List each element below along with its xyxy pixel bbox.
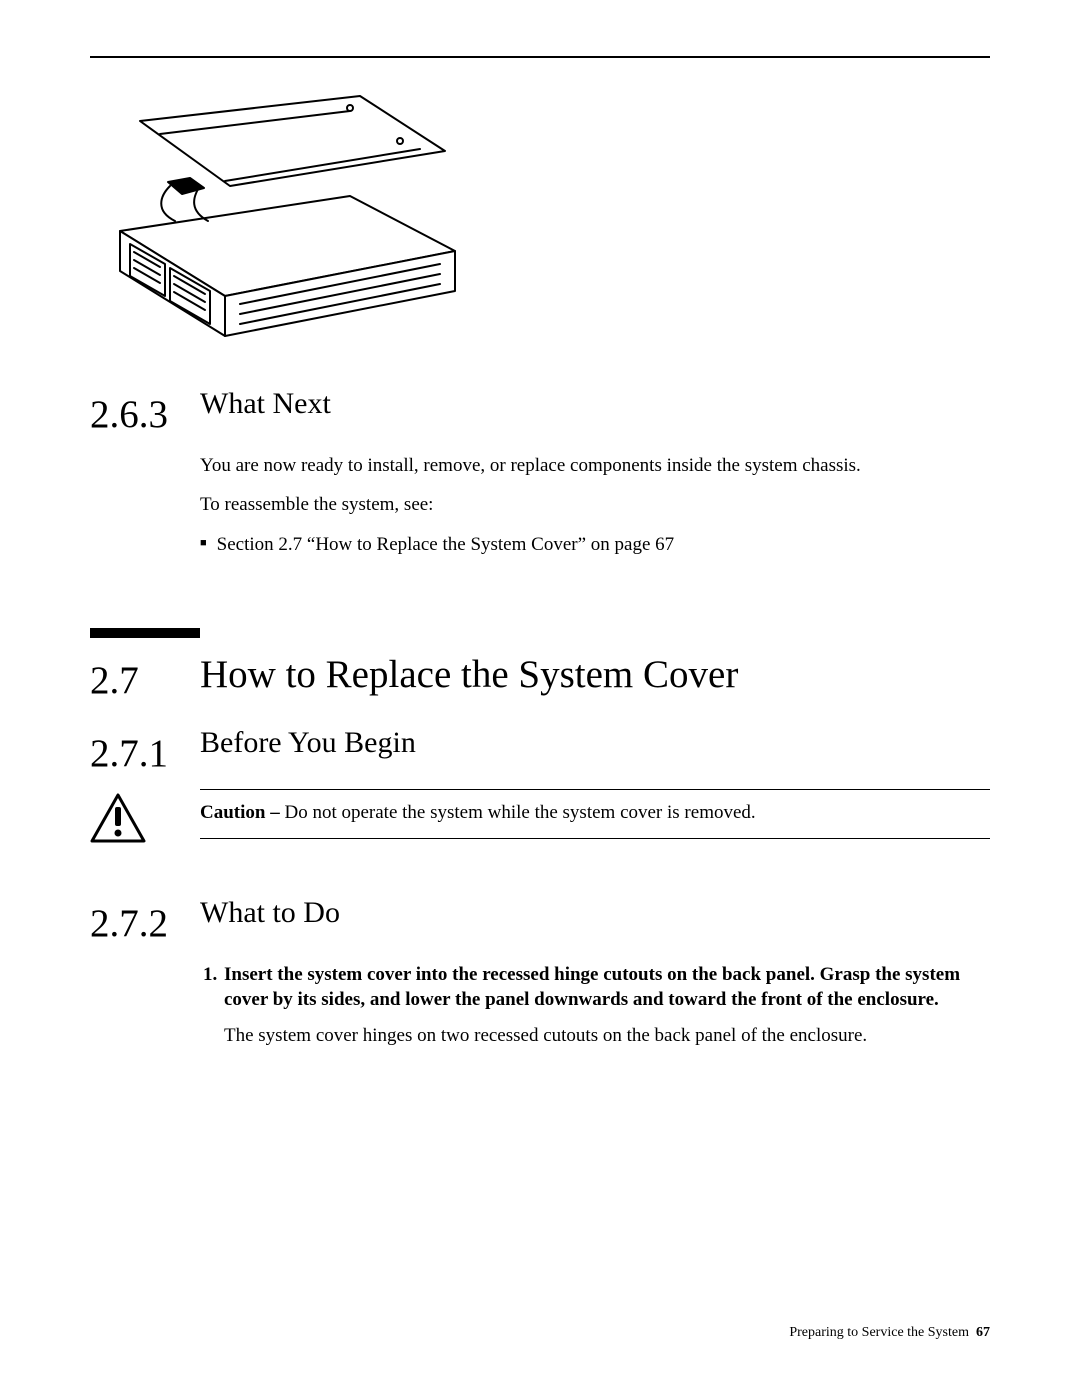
- section-2-6-3: 2.6.3 What Next You are now ready to ins…: [90, 386, 990, 558]
- caution-rule: [200, 838, 990, 839]
- step-item: Insert the system cover into the recesse…: [222, 962, 990, 1049]
- page-footer: Preparing to Service the System 67: [789, 1325, 990, 1341]
- heading-2-6-3: 2.6.3 What Next: [90, 386, 990, 439]
- heading-number: 2.7.1: [90, 725, 200, 778]
- section-2-7-2: 2.7.2 What to Do Insert the system cover…: [90, 895, 990, 1049]
- section-bar: [90, 628, 200, 638]
- document-page: 2.6.3 What Next You are now ready to ins…: [0, 0, 1080, 1397]
- reference-item: Section 2.7 “How to Replace the System C…: [200, 532, 990, 558]
- footer-page-number: 67: [976, 1325, 990, 1340]
- body-2-7-2: Insert the system cover into the recesse…: [200, 962, 990, 1049]
- caution-label: Caution –: [200, 802, 284, 823]
- paragraph: To reassemble the system, see:: [200, 492, 990, 518]
- heading-title: How to Replace the System Cover: [200, 652, 738, 699]
- section-2-7-1: 2.7.1 Before You Begin Caution – Do not …: [90, 725, 990, 839]
- caution-block: Caution – Do not operate the system whil…: [200, 789, 990, 839]
- heading-number: 2.7: [90, 652, 200, 705]
- paragraph: You are now ready to install, remove, or…: [200, 453, 990, 479]
- reference-list: Section 2.7 “How to Replace the System C…: [200, 532, 990, 558]
- caution-body: Do not operate the system while the syst…: [284, 802, 755, 823]
- heading-number: 2.7.2: [90, 895, 200, 948]
- heading-title: What to Do: [200, 895, 340, 931]
- top-rule: [90, 56, 990, 58]
- heading-2-7: 2.7 How to Replace the System Cover: [90, 652, 990, 705]
- caution-text: Caution – Do not operate the system whil…: [200, 790, 990, 838]
- heading-number: 2.6.3: [90, 386, 200, 439]
- footer-chapter: Preparing to Service the System: [789, 1325, 969, 1340]
- heading-title: What Next: [200, 386, 331, 422]
- step-lead: Insert the system cover into the recesse…: [224, 964, 960, 1011]
- step-follow: The system cover hinges on two recessed …: [224, 1023, 990, 1049]
- heading-title: Before You Begin: [200, 725, 416, 761]
- body-2-6-3: You are now ready to install, remove, or…: [200, 453, 990, 558]
- heading-2-7-2: 2.7.2 What to Do: [90, 895, 990, 948]
- section-2-7: 2.7 How to Replace the System Cover: [90, 628, 990, 705]
- caution-icon: [90, 793, 146, 843]
- heading-2-7-1: 2.7.1 Before You Begin: [90, 725, 990, 778]
- figure-server-cover: [100, 86, 470, 346]
- step-list: Insert the system cover into the recesse…: [200, 962, 990, 1049]
